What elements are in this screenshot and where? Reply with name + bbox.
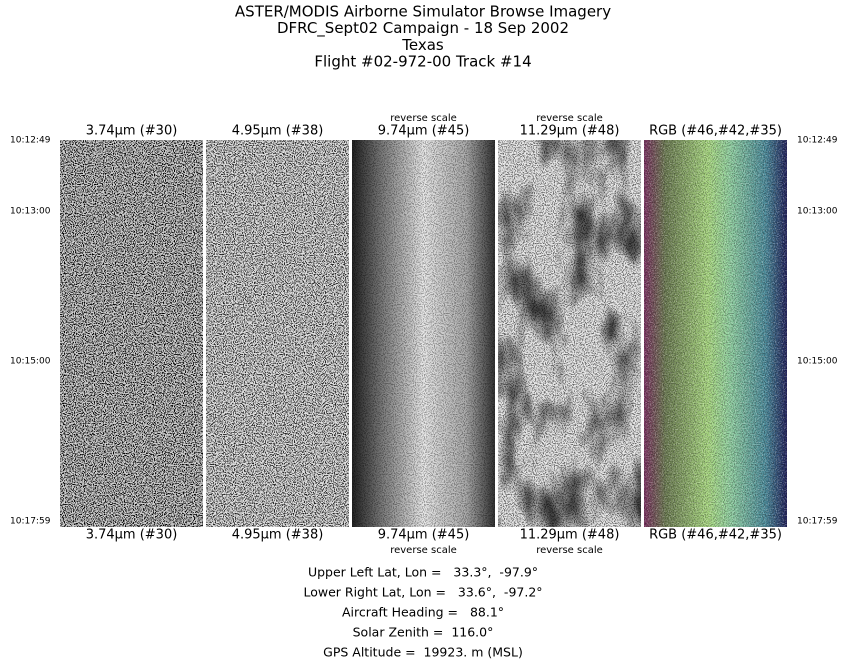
panel-note: reverse scale	[536, 113, 603, 124]
info-line: GPS Altitude = 19923. m (MSL)	[323, 645, 523, 660]
panel-label: 3.74μm (#30)	[86, 124, 178, 139]
panel-image	[644, 140, 787, 527]
image-panels	[60, 140, 787, 527]
time-label: 10:17:59	[10, 517, 51, 527]
panel-label: 11.29μm (#48)	[520, 528, 620, 543]
panel-label: 11.29μm (#48)	[520, 124, 620, 139]
panel-image	[60, 140, 203, 527]
panel-label: 3.74μm (#30)	[86, 528, 178, 543]
panel-label: RGB (#46,#42,#35)	[649, 528, 782, 543]
time-label: 10:17:59	[797, 517, 838, 527]
panel-image	[498, 140, 641, 527]
info-line: Lower Right Lat, Lon = 33.6°, -97.2°	[303, 585, 542, 600]
panel-label: RGB (#46,#42,#35)	[649, 124, 782, 139]
panel-image	[352, 140, 495, 527]
title-line: ASTER/MODIS Airborne Simulator Browse Im…	[235, 3, 611, 21]
info-line: Upper Left Lat, Lon = 33.3°, -97.9°	[308, 565, 538, 580]
panel-note: reverse scale	[390, 113, 457, 124]
title-line: Flight #02-972-00 Track #14	[314, 53, 531, 71]
time-label: 10:15:00	[10, 357, 51, 367]
title-line: Texas	[401, 36, 444, 54]
panel-label: 9.74μm (#45)	[378, 124, 470, 139]
time-label: 10:12:49	[797, 136, 838, 146]
time-label: 10:13:00	[797, 207, 838, 217]
info-line: Aircraft Heading = 88.1°	[342, 605, 504, 620]
title-line: DFRC_Sept02 Campaign - 18 Sep 2002	[277, 19, 569, 38]
panel-label: 4.95μm (#38)	[232, 124, 324, 139]
info-line: Solar Zenith = 116.0°	[353, 625, 494, 640]
panel-note: reverse scale	[390, 545, 457, 556]
time-label: 10:15:00	[797, 357, 838, 367]
panel-image	[206, 140, 349, 527]
time-label: 10:13:00	[10, 207, 51, 217]
panel-label: 4.95μm (#38)	[232, 528, 324, 543]
panel-note: reverse scale	[536, 545, 603, 556]
panel-label: 9.74μm (#45)	[378, 528, 470, 543]
time-label: 10:12:49	[10, 136, 51, 146]
